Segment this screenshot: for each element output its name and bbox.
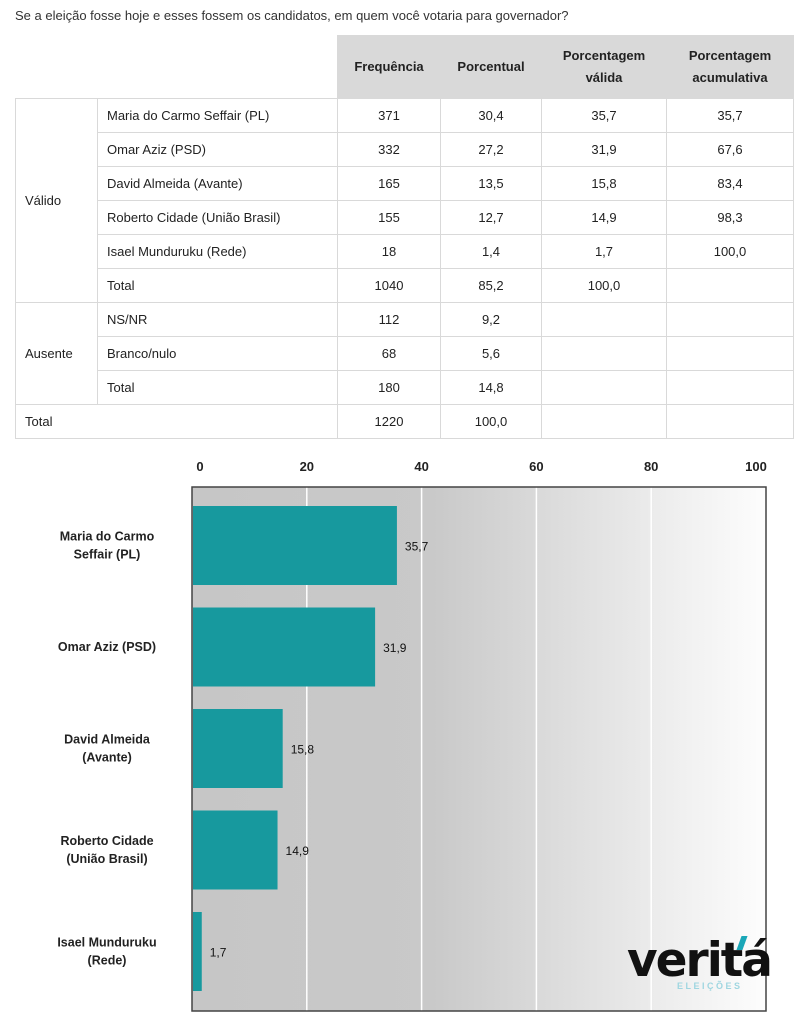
table-cell: 155: [337, 200, 441, 235]
table-cell: 15,8: [541, 166, 667, 201]
table-header-row: Frequência Porcentual Porcentagem válida…: [15, 35, 794, 99]
table-row: Total 180 14,8: [16, 370, 794, 405]
data-label: 31,9: [383, 641, 407, 655]
x-tick-label: 0: [196, 459, 203, 474]
x-tick-label: 40: [414, 459, 428, 474]
category-label: Omar Aziz (PSD): [58, 640, 156, 654]
group-label: Válido: [15, 98, 98, 303]
row-label: Branco/nulo: [97, 336, 338, 371]
table-cell: [541, 370, 667, 405]
table-cell: 18: [337, 234, 441, 269]
bar-chart: 0 20 40 60 80 100 35,7 Maria do Carmo Seffair (P…: [57, 459, 767, 1012]
header-porcentagem-acumulativa: Porcentagem acumulativa: [666, 35, 794, 99]
x-tick-label: 80: [644, 459, 658, 474]
table-cell: [666, 268, 794, 303]
table-cell: 68: [337, 336, 441, 371]
data-label: 35,7: [405, 540, 429, 554]
row-label: Isael Munduruku (Rede): [97, 234, 338, 269]
question-text: Se a eleição fosse hoje e esses fossem o…: [15, 8, 569, 23]
x-tick-label: 60: [529, 459, 543, 474]
table-row: Branco/nulo 68 5,6: [16, 336, 794, 371]
category-label: Roberto Cidade (União Brasil): [60, 834, 153, 866]
table-row: Isael Munduruku (Rede) 18 1,4 1,7 100,0: [16, 234, 794, 269]
table-cell: 100,0: [541, 268, 667, 303]
header-frequencia: Frequência: [337, 35, 441, 99]
table-cell: [666, 302, 794, 337]
table-cell: 9,2: [440, 302, 542, 337]
table-cell: [541, 404, 667, 439]
table-cell: 83,4: [666, 166, 794, 201]
table-cell: [541, 336, 667, 371]
table-cell: 14,9: [541, 200, 667, 235]
row-label: David Almeida (Avante): [97, 166, 338, 201]
table-cell: 31,9: [541, 132, 667, 167]
table-cell: 371: [337, 98, 441, 133]
row-label: Maria do Carmo Seffair (PL): [97, 98, 338, 133]
group-label: Ausente: [15, 302, 98, 405]
table-cell: 35,7: [666, 98, 794, 133]
total-label: Total: [15, 404, 338, 439]
table-cell: 180: [337, 370, 441, 405]
bar: [193, 810, 278, 890]
table-cell: [541, 302, 667, 337]
table-cell: 12,7: [440, 200, 542, 235]
table-cell: 1040: [337, 268, 441, 303]
table-cell: 67,6: [666, 132, 794, 167]
x-tick-label: 100: [745, 459, 767, 474]
category-label: David Almeida (Avante): [64, 733, 151, 765]
table-cell: 1220: [337, 404, 441, 439]
table-cell: 1,7: [541, 234, 667, 269]
frequency-table: Frequência Porcentual Porcentagem válida…: [15, 35, 794, 439]
data-label: 1,7: [210, 946, 227, 960]
table-cell: [666, 370, 794, 405]
category-label: Isael Munduruku (Rede): [57, 936, 156, 968]
table-row: Roberto Cidade (União Brasil) 155 12,7 14,9…: [16, 200, 794, 235]
table-cell: 35,7: [541, 98, 667, 133]
row-label: Roberto Cidade (União Brasil): [97, 200, 338, 235]
table-cell: 98,3: [666, 200, 794, 235]
table-cell: 1,4: [440, 234, 542, 269]
x-tick-label: 20: [300, 459, 314, 474]
logo-subtitle: ELEIÇÕES: [677, 981, 743, 991]
verita-logo: veritá ELEIÇÕES: [627, 936, 773, 996]
data-label: 14,9: [286, 844, 310, 858]
row-label: Total: [97, 370, 338, 405]
table-row: David Almeida (Avante) 165 13,5 15,8 83,4: [16, 166, 794, 201]
table-cell: 112: [337, 302, 441, 337]
table-cell: 5,6: [440, 336, 542, 371]
table-row: Omar Aziz (PSD) 332 27,2 31,9 67,6: [16, 132, 794, 167]
table-cell: 14,8: [440, 370, 542, 405]
bar: [193, 912, 202, 991]
row-label: Omar Aziz (PSD): [97, 132, 338, 167]
category-label: Maria do Carmo Seffair (PL): [60, 530, 155, 562]
data-label: 15,8: [291, 743, 315, 757]
table-row: Total 1040 85,2 100,0: [16, 268, 794, 303]
table-cell: 100,0: [440, 404, 542, 439]
table-cell: 100,0: [666, 234, 794, 269]
bar: [193, 506, 397, 585]
table-cell: 332: [337, 132, 441, 167]
table-cell: 165: [337, 166, 441, 201]
table-row: Ausente NS/NR 112 9,2: [15, 302, 794, 405]
table-cell: 27,2: [440, 132, 542, 167]
header-blank: [15, 35, 338, 99]
bar: [193, 709, 283, 788]
header-porcentagem-valida: Porcentagem válida: [541, 35, 667, 99]
row-label: NS/NR: [97, 302, 338, 337]
row-label: Total: [97, 268, 338, 303]
plot-border: [191, 486, 767, 1012]
logo-wordmark: veritá: [627, 933, 773, 988]
table-cell: 13,5: [440, 166, 542, 201]
table-total-row: Total 1220 100,0: [15, 404, 794, 439]
table-cell: 30,4: [440, 98, 542, 133]
table-row: Válido Maria do Carmo Seffair (PL) 371 30,4…: [15, 98, 794, 303]
table-cell: [666, 404, 794, 439]
header-porcentual: Porcentual: [440, 35, 542, 99]
bar: [193, 607, 376, 687]
table-cell: [666, 336, 794, 371]
table-cell: 85,2: [440, 268, 542, 303]
